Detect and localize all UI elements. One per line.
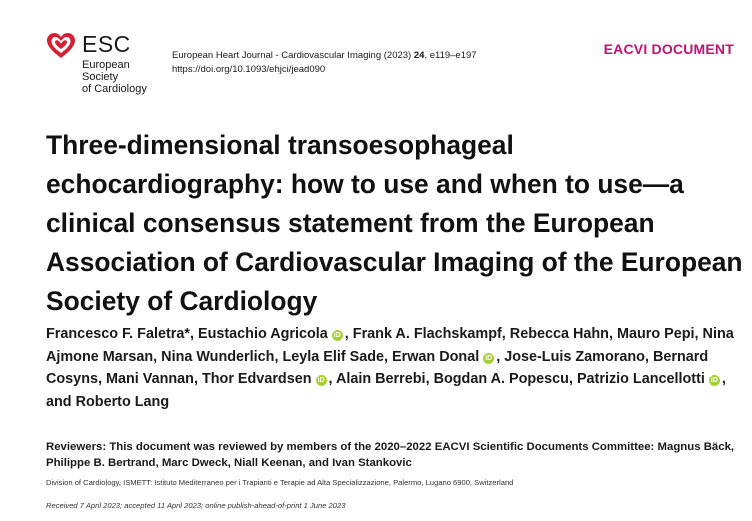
orcid-icon[interactable]: iD (331, 330, 343, 341)
author-name: Patrizio Lancellotti (576, 371, 705, 387)
author-name: Alain Berrebi (335, 371, 426, 387)
article-title: Three-dimensional transoesophageal echoc… (46, 130, 743, 316)
doi-link[interactable]: https://doi.org/10.1093/ehjci/jead090 (172, 64, 326, 75)
document-type-label: EACVI DOCUMENT (603, 41, 734, 57)
esc-logo: ESC European Society of Cardiology (46, 30, 166, 95)
author-list: Francesco F. Faletra*, Eustachio Agricol… (46, 326, 734, 410)
orcid-icon[interactable]: iD (708, 375, 720, 386)
orcid-icon[interactable]: iD (315, 375, 327, 386)
author-name: Mauro Pepi (616, 326, 695, 342)
citation-volume: 24 (413, 50, 425, 61)
publication-dates: Received 7 April 2023; accepted 11 April… (46, 501, 346, 510)
author-name: Nina Wunderlich (161, 348, 275, 365)
logo-wordmark: ESC (82, 31, 131, 57)
citation-pages: , e119–e197 (424, 50, 477, 61)
author-name: Leyla Elif Sade (282, 348, 385, 365)
author-name: Roberto Lang (75, 393, 170, 410)
citation-prefix: European Heart Journal - Cardiovascular … (172, 50, 414, 61)
author-name: Erwan Donal (392, 348, 480, 365)
reviewers-note: Reviewers: This document was reviewed by… (46, 441, 735, 469)
author-name: Francesco F. Faletra* (46, 326, 190, 342)
author-name: Mani Vannan (105, 371, 194, 387)
author-name: Frank A. Flachskampf (352, 326, 502, 342)
logo-subtitle-line1: European Society (82, 59, 130, 83)
author-name: Jose-Luis Zamorano (504, 348, 645, 365)
author-name: Bogdan A. Popescu (433, 371, 569, 387)
logo-subtitle-line2: of Cardiology (82, 83, 147, 95)
orcid-icon[interactable]: iD (483, 352, 495, 364)
author-name: Rebecca Hahn (509, 326, 609, 342)
affiliation: Division of Cardiology, ISMETT: Istituto… (46, 478, 514, 487)
citation-line: European Heart Journal - Cardiovascular … (172, 49, 477, 63)
author-name: Thor Edvardsen (201, 371, 312, 387)
author-name: Nina Ajmone Marsan (46, 326, 734, 365)
author-name: Bernard Cosyns (46, 348, 709, 388)
journal-citation: European Heart Journal - Cardiovascular … (172, 49, 477, 77)
heart-logo-icon (47, 33, 75, 58)
author-name: Eustachio Agricola (197, 326, 328, 342)
logo-subtitle: European Society of Cardiology (82, 59, 166, 95)
